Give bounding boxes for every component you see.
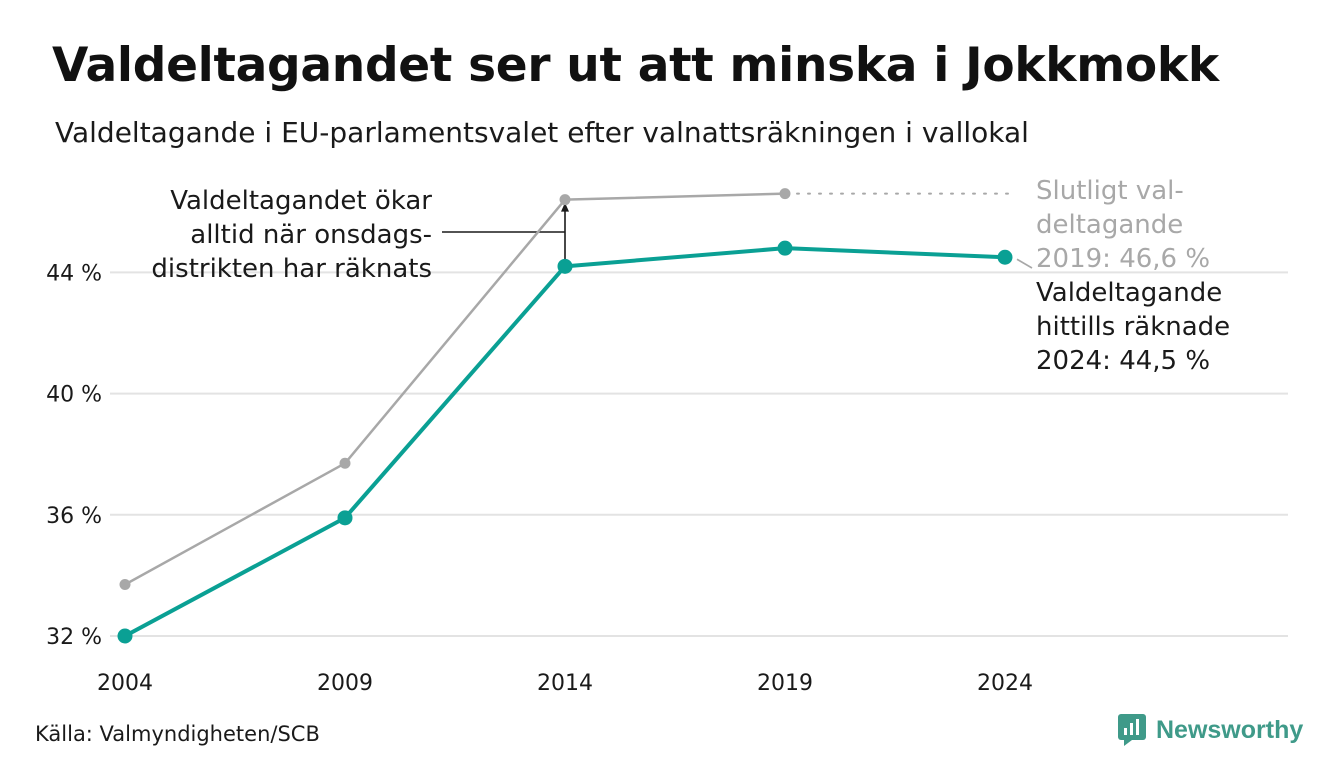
chart-title: Valdeltagandet ser ut att minska i Jokkm…: [52, 38, 1219, 93]
brand-logo[interactable]: Newsworthy: [1118, 712, 1303, 748]
data-point-counted: [557, 258, 573, 274]
annotation-final-2019-line: Slutligt val-: [1036, 176, 1184, 206]
data-point-final: [339, 457, 351, 469]
annotation-counted-2024: Valdeltagande hittills räknade 2024: 44,5 …: [1036, 278, 1230, 376]
annotation-wednesday-districts-line: alltid när onsdags-: [190, 220, 432, 250]
y-tick-label: 40 %: [46, 383, 102, 408]
annotation-counted-2024-line: Valdeltagande: [1036, 278, 1222, 308]
y-tick-label: 36 %: [46, 504, 102, 529]
counted-2024-leader: [1016, 258, 1033, 269]
x-tick-label: 2009: [317, 671, 373, 696]
data-point-final: [559, 194, 571, 206]
annotations: [442, 192, 1033, 269]
source-note: Källa: Valmyndigheten/SCB: [35, 722, 320, 746]
newsworthy-logo-icon: [1118, 714, 1146, 746]
annotation-wednesday-districts-line: distrikten har räknats: [151, 254, 432, 284]
x-axis-ticks: 2004 2009 2014 2019 2024: [97, 671, 1033, 696]
series-line-counted: [124, 246, 1006, 638]
annotation-wednesday-districts-line: Valdeltagandet ökar: [170, 186, 432, 216]
chart-subtitle: Valdeltagande i EU-parlamentsvalet efter…: [55, 116, 1029, 149]
y-tick-label: 32 %: [46, 625, 102, 650]
data-point-counted: [997, 249, 1013, 265]
series-line-final: [124, 192, 786, 586]
data-point-counted: [117, 628, 133, 644]
x-tick-label: 2004: [97, 671, 153, 696]
x-tick-label: 2014: [537, 671, 593, 696]
annotation-wednesday-districts: Valdeltagandet ökar alltid när onsdags-di…: [151, 186, 432, 284]
x-tick-label: 2019: [757, 671, 813, 696]
annotation-arrowhead: [561, 202, 569, 212]
annotation-labels: Valdeltagandet ökar alltid när onsdags-di…: [151, 176, 1230, 376]
annotation-final-2019-line: 2019: 46,6 %: [1036, 244, 1210, 274]
y-axis-ticks: 32 % 36 % 40 % 44 %: [46, 261, 102, 650]
series: [117, 188, 1013, 644]
annotation-counted-2024-line: hittills räknade: [1036, 312, 1230, 342]
annotation-counted-2024-line: 2024: 44,5 %: [1036, 346, 1210, 376]
data-point-final: [779, 188, 791, 200]
data-point-counted: [337, 510, 353, 526]
line-chart: 32 % 36 % 40 % 44 % 2004 2009 2014 2019 2024 Va…: [46, 176, 1288, 696]
annotation-final-2019: Slutligt val-deltagande 2019: 46,6 %: [1036, 176, 1210, 274]
gridlines: [110, 271, 1288, 637]
data-point-final: [119, 578, 131, 590]
x-tick-label: 2024: [977, 671, 1033, 696]
annotation-final-2019-line: deltagande: [1036, 210, 1183, 240]
y-tick-label: 44 %: [46, 261, 102, 286]
data-point-counted: [777, 240, 793, 256]
brand-name: Newsworthy: [1156, 715, 1304, 744]
